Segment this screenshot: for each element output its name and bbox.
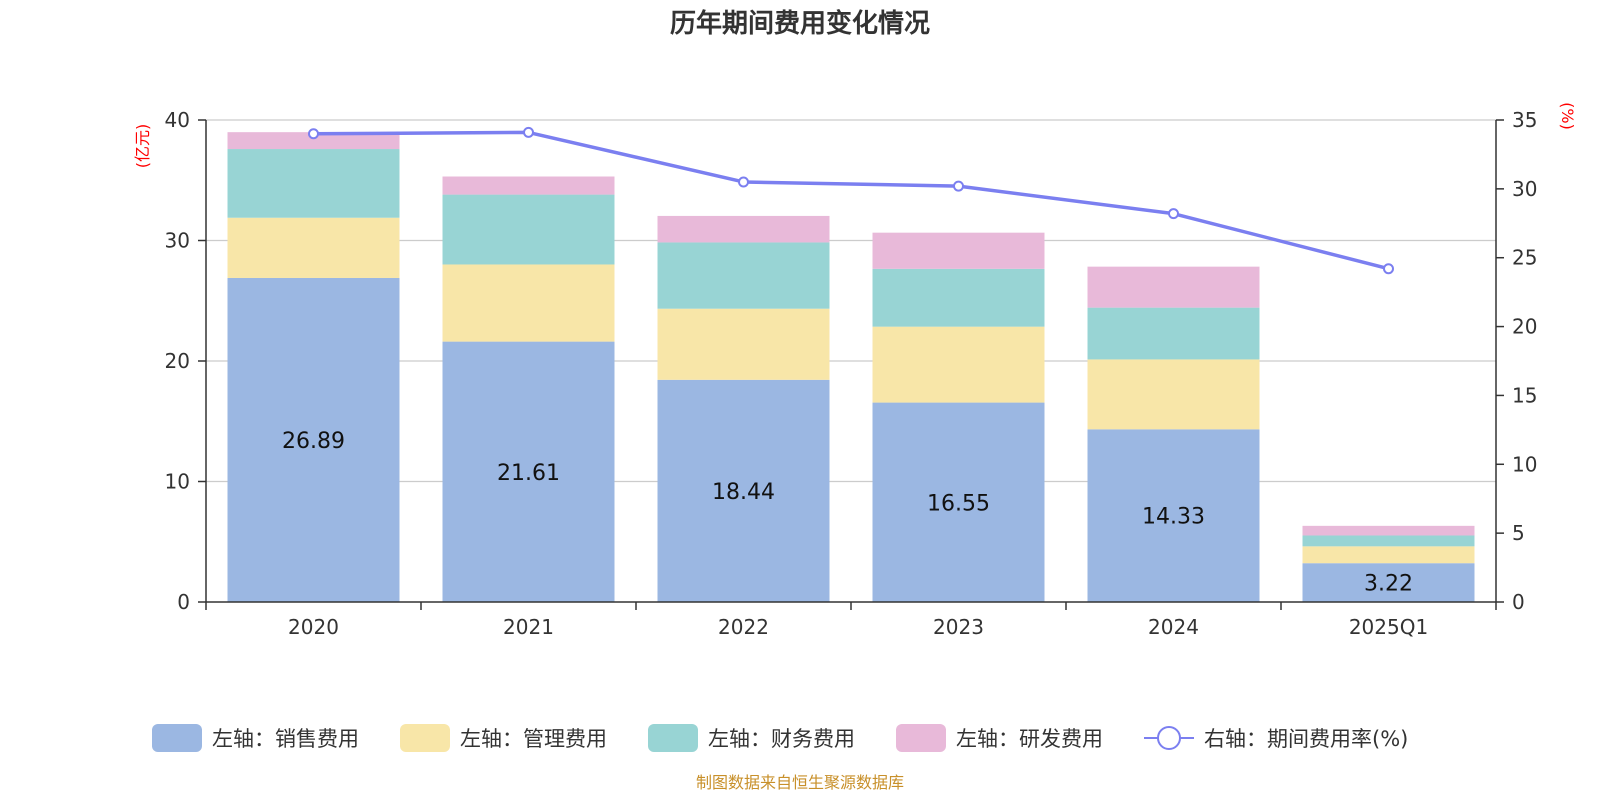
bar-segment-s0-2022 <box>657 379 830 602</box>
left-tick-label: 30 <box>165 229 190 253</box>
bar-segment-s1-2024 <box>1087 359 1260 430</box>
x-tick-label: 2022 <box>718 615 769 639</box>
left-tick-label: 0 <box>177 590 190 614</box>
bar-segment-s2-2025Q1 <box>1302 535 1475 547</box>
right-tick-label: 35 <box>1512 108 1537 132</box>
source-note: 制图数据来自恒生聚源数据库 <box>696 773 904 792</box>
legend-label: 左轴：财务费用 <box>708 727 855 751</box>
rate-line <box>308 126 1394 275</box>
legend-swatch <box>400 724 450 752</box>
bar-value-label: 18.44 <box>712 480 775 505</box>
bar-segment-s1-2025Q1 <box>1302 546 1475 564</box>
grid-lines <box>206 119 1496 483</box>
bar-segment-s2-2023 <box>872 268 1045 327</box>
x-tick-label: 2021 <box>503 615 554 639</box>
bar-segment-s2-2020 <box>227 149 400 218</box>
right-tick-label: 15 <box>1512 383 1537 407</box>
bar-value-labels: 26.89 21.61 18.44 16.55 14.33 3.22 <box>282 429 1413 597</box>
legend-label: 左轴：管理费用 <box>460 727 607 751</box>
legend-swatch <box>896 724 946 752</box>
bar-value-label: 26.89 <box>282 429 345 454</box>
bar-value-label: 21.61 <box>497 461 560 486</box>
bar-segment-s2-2022 <box>657 242 830 309</box>
bar-segment-s0-2023 <box>872 402 1045 602</box>
bar-segment-s0-2025Q1 <box>1302 563 1475 602</box>
bar-segment-s1-2021 <box>442 264 615 342</box>
bar-segment-s2-2021 <box>442 194 615 265</box>
bar-segment-s3-2024 <box>1087 266 1260 308</box>
rate-point <box>523 126 534 138</box>
right-tick-label: 10 <box>1512 452 1537 476</box>
x-tick-label: 2024 <box>1148 615 1199 639</box>
legend: 左轴：销售费用 左轴：管理费用 左轴：财务费用 左轴：研发费用 右轴：期间费用率(%) <box>152 724 1408 752</box>
bar-segment-s0-2020 <box>227 277 400 602</box>
bar-segment-s3-2025Q1 <box>1302 525 1475 536</box>
left-axis-unit: (亿元) <box>133 124 152 169</box>
rate-point <box>738 176 749 188</box>
bar-segment-s1-2023 <box>872 326 1045 403</box>
bar-value-label: 16.55 <box>927 491 990 516</box>
rate-point <box>308 128 319 140</box>
rate-line-path <box>313 130 1389 271</box>
rate-point <box>1168 208 1179 220</box>
right-tick-label: 0 <box>1512 590 1525 614</box>
bar-segment-s1-2022 <box>657 308 830 380</box>
legend-label: 右轴：期间费用率(%) <box>1204 727 1408 751</box>
bar-segment-s3-2022 <box>657 215 830 243</box>
bar-segment-s3-2020 <box>227 132 400 150</box>
bar-segment-s2-2024 <box>1087 307 1260 360</box>
bar-segment-s0-2021 <box>442 341 615 602</box>
right-tick-label: 25 <box>1512 246 1537 270</box>
left-tick-label: 40 <box>165 108 190 132</box>
bars <box>227 132 1475 602</box>
bar-segment-s3-2021 <box>442 176 615 195</box>
left-tick-label: 20 <box>165 349 190 373</box>
right-axis-unit: (%) <box>1558 102 1577 130</box>
bar-value-label: 14.33 <box>1142 505 1205 530</box>
chart-title: 历年期间费用变化情况 <box>670 8 930 39</box>
legend-swatch <box>648 724 698 752</box>
x-tick-label: 2020 <box>288 615 339 639</box>
bar-value-label: 3.22 <box>1364 572 1413 597</box>
bar-segment-s0-2024 <box>1087 429 1260 602</box>
right-tick-label: 30 <box>1512 177 1537 201</box>
legend-marker <box>1157 726 1181 750</box>
x-tick-label: 2023 <box>933 615 984 639</box>
legend-label: 左轴：研发费用 <box>956 727 1103 751</box>
legend-swatch <box>152 724 202 752</box>
axes: 0 10 20 30 40 0 5 10 15 20 25 30 35 2020 2021 2022 2023 2… <box>165 108 1538 639</box>
left-tick-label: 10 <box>165 470 190 494</box>
bar-segment-s1-2020 <box>227 217 400 278</box>
right-tick-label: 20 <box>1512 315 1537 339</box>
rate-point <box>1383 263 1394 275</box>
bar-segment-s3-2023 <box>872 232 1045 269</box>
rate-point <box>953 180 964 192</box>
right-tick-label: 5 <box>1512 521 1525 545</box>
legend-label: 左轴：销售费用 <box>212 727 359 751</box>
x-tick-label: 2025Q1 <box>1349 615 1428 639</box>
